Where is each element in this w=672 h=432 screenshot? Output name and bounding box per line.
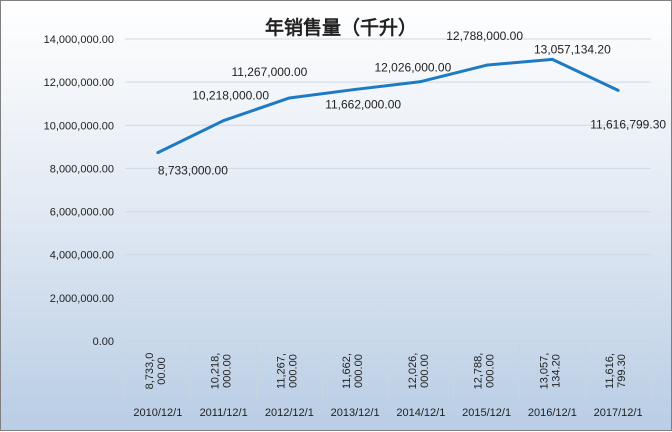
data-label: 12,026,000.00 [375,61,452,75]
data-point [485,63,489,67]
y-tick-label: 0.00 [93,336,114,348]
table-value-label: 000.00 [419,354,431,388]
y-tick-label: 4,000,000.00 [50,250,114,262]
x-tick-label: 2017/12/1 [594,407,643,419]
table-value-label: 000.00 [222,354,234,388]
table-value-label: 000.00 [485,354,497,388]
series-line [157,57,619,154]
data-point [287,96,291,100]
table-value-label: 134.20 [550,354,562,388]
x-tick-label: 2016/12/1 [528,407,577,419]
table-value-label: 799.30 [616,354,628,388]
y-tick-label: 10,000,000.00 [44,120,114,132]
data-point [156,151,160,155]
table-value-label: 000.00 [353,354,365,388]
data-label: 13,057,134.20 [534,42,611,56]
table-value-label: 13,057, [538,353,550,390]
table-value-label: 8,733,0 [144,353,156,390]
x-tick-label: 2014/12/1 [396,407,445,419]
table-value-label: 12,788, [473,353,485,390]
x-tick-label: 2015/12/1 [462,407,511,419]
table-value-label: 12,026, [407,353,419,390]
table-value-label: 000.00 [287,354,299,388]
x-tick-label: 2011/12/1 [200,407,248,419]
table-value-label: 10,218, [210,353,222,390]
x-tick-label: 2012/12/1 [265,407,314,419]
data-label: 11,267,000.00 [231,65,307,79]
data-label: 11,616,799.30 [590,117,666,131]
data-point [222,119,226,123]
data-label: 12,788,000.00 [446,29,523,43]
table-value-label: 00.00 [156,357,168,385]
data-label: 10,218,000.00 [192,89,269,103]
table-value-label: 11,267, [275,353,287,389]
data-label: 8,733,000.00 [158,164,228,178]
chart-title: 年销售量（千升） [265,16,417,39]
y-tick-label: 14,000,000.00 [44,34,114,46]
table-value-label: 11,662, [341,353,353,389]
data-point [550,57,554,61]
x-tick-label: 2010/12/1 [133,407,182,419]
data-label: 11,662,000.00 [325,97,401,111]
data-point [616,88,620,92]
table-value-label: 11,616, [604,353,616,389]
data-point [419,80,423,84]
y-tick-label: 8,000,000.00 [50,163,114,175]
y-tick-label: 2,000,000.00 [50,293,114,305]
y-tick-label: 6,000,000.00 [50,207,114,219]
data-point [353,87,357,91]
x-tick-label: 2013/12/1 [331,407,380,419]
y-tick-label: 12,000,000.00 [44,77,114,89]
